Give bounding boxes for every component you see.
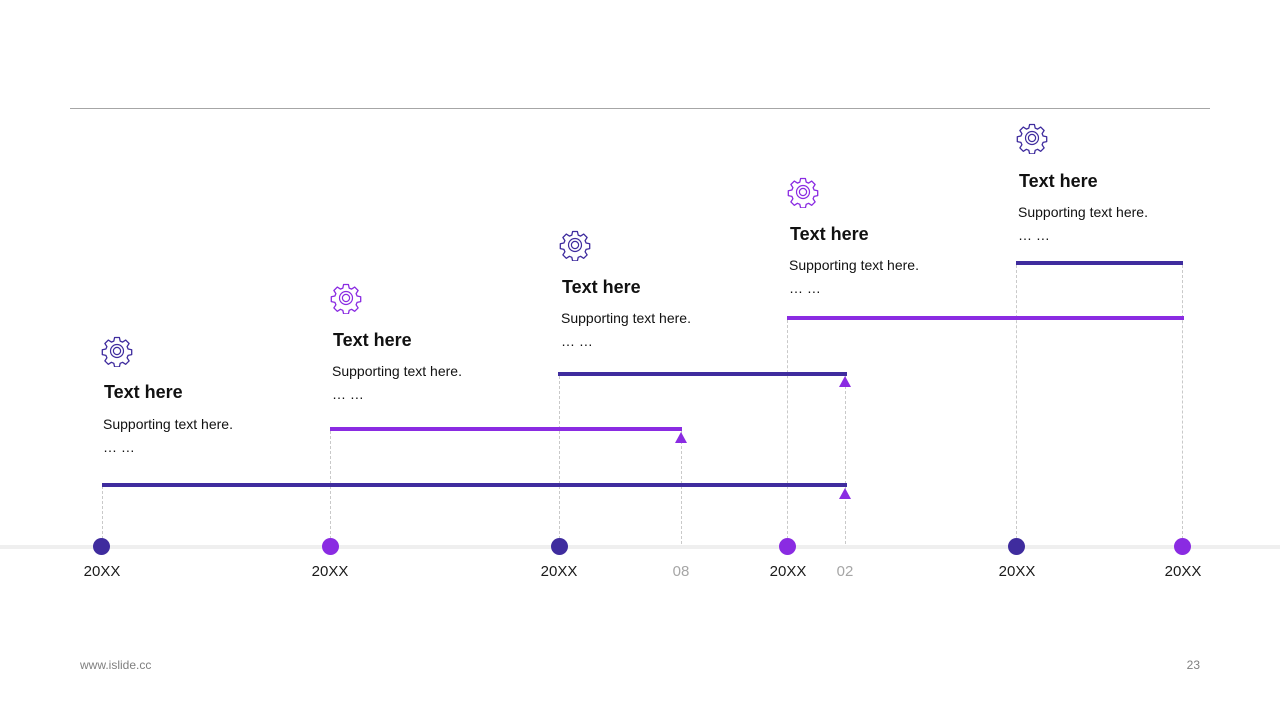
gear-icon — [559, 230, 591, 261]
guide-line — [330, 431, 331, 544]
milestone-support-text: Supporting text here. — [789, 257, 919, 273]
duration-bar-2 — [330, 427, 682, 431]
gear-icon — [330, 283, 362, 314]
timeline-axis — [0, 545, 1280, 549]
guide-line — [681, 431, 682, 544]
end-arrow-marker — [839, 488, 851, 499]
guide-line — [845, 376, 846, 544]
axis-label: 20XX — [83, 563, 121, 580]
timeline-dot — [1174, 538, 1191, 555]
gear-icon — [787, 177, 819, 208]
milestone-title: Text here — [333, 330, 412, 350]
axis-label: 20XX — [769, 563, 807, 580]
axis-label: 20XX — [998, 563, 1036, 580]
milestone-ellipsis: … … — [332, 386, 364, 402]
milestone-support-text: Supporting text here. — [561, 310, 691, 326]
duration-bar-1 — [102, 483, 847, 487]
timeline-dot — [322, 538, 339, 555]
milestone-ellipsis: … … — [103, 439, 135, 455]
footer-url[interactable]: www.islide.cc — [80, 658, 152, 672]
timeline-dot — [551, 538, 568, 555]
duration-bar-3 — [558, 372, 847, 376]
milestone-title: Text here — [790, 224, 869, 244]
gear-icon — [101, 336, 133, 367]
axis-label: 20XX — [311, 563, 349, 580]
milestone-title: Text here — [1019, 171, 1098, 191]
milestone-ellipsis: … … — [561, 333, 593, 349]
end-arrow-marker — [839, 376, 851, 387]
timeline-dot — [779, 538, 796, 555]
axis-label: 02 — [836, 563, 854, 580]
guide-line — [787, 320, 788, 544]
milestone-support-text: Supporting text here. — [103, 416, 233, 432]
end-arrow-marker — [675, 432, 687, 443]
milestone-support-text: Supporting text here. — [332, 363, 462, 379]
axis-label: 20XX — [1164, 563, 1202, 580]
axis-label: 20XX — [540, 563, 578, 580]
milestone-title: Text here — [104, 382, 183, 402]
milestone-support-text: Supporting text here. — [1018, 204, 1148, 220]
milestone-title: Text here — [562, 277, 641, 297]
milestone-ellipsis: … … — [789, 280, 821, 296]
guide-line — [102, 486, 103, 544]
timeline-dot — [93, 538, 110, 555]
page-number: 23 — [1186, 658, 1200, 672]
guide-line — [1182, 265, 1183, 544]
gear-icon — [1016, 123, 1048, 154]
duration-bar-5 — [1016, 261, 1183, 265]
guide-line — [1016, 265, 1017, 544]
timeline-dot — [1008, 538, 1025, 555]
milestone-ellipsis: … … — [1018, 227, 1050, 243]
axis-label: 08 — [672, 563, 690, 580]
top-divider — [70, 108, 1210, 109]
guide-line — [559, 376, 560, 544]
duration-bar-4 — [787, 316, 1184, 320]
